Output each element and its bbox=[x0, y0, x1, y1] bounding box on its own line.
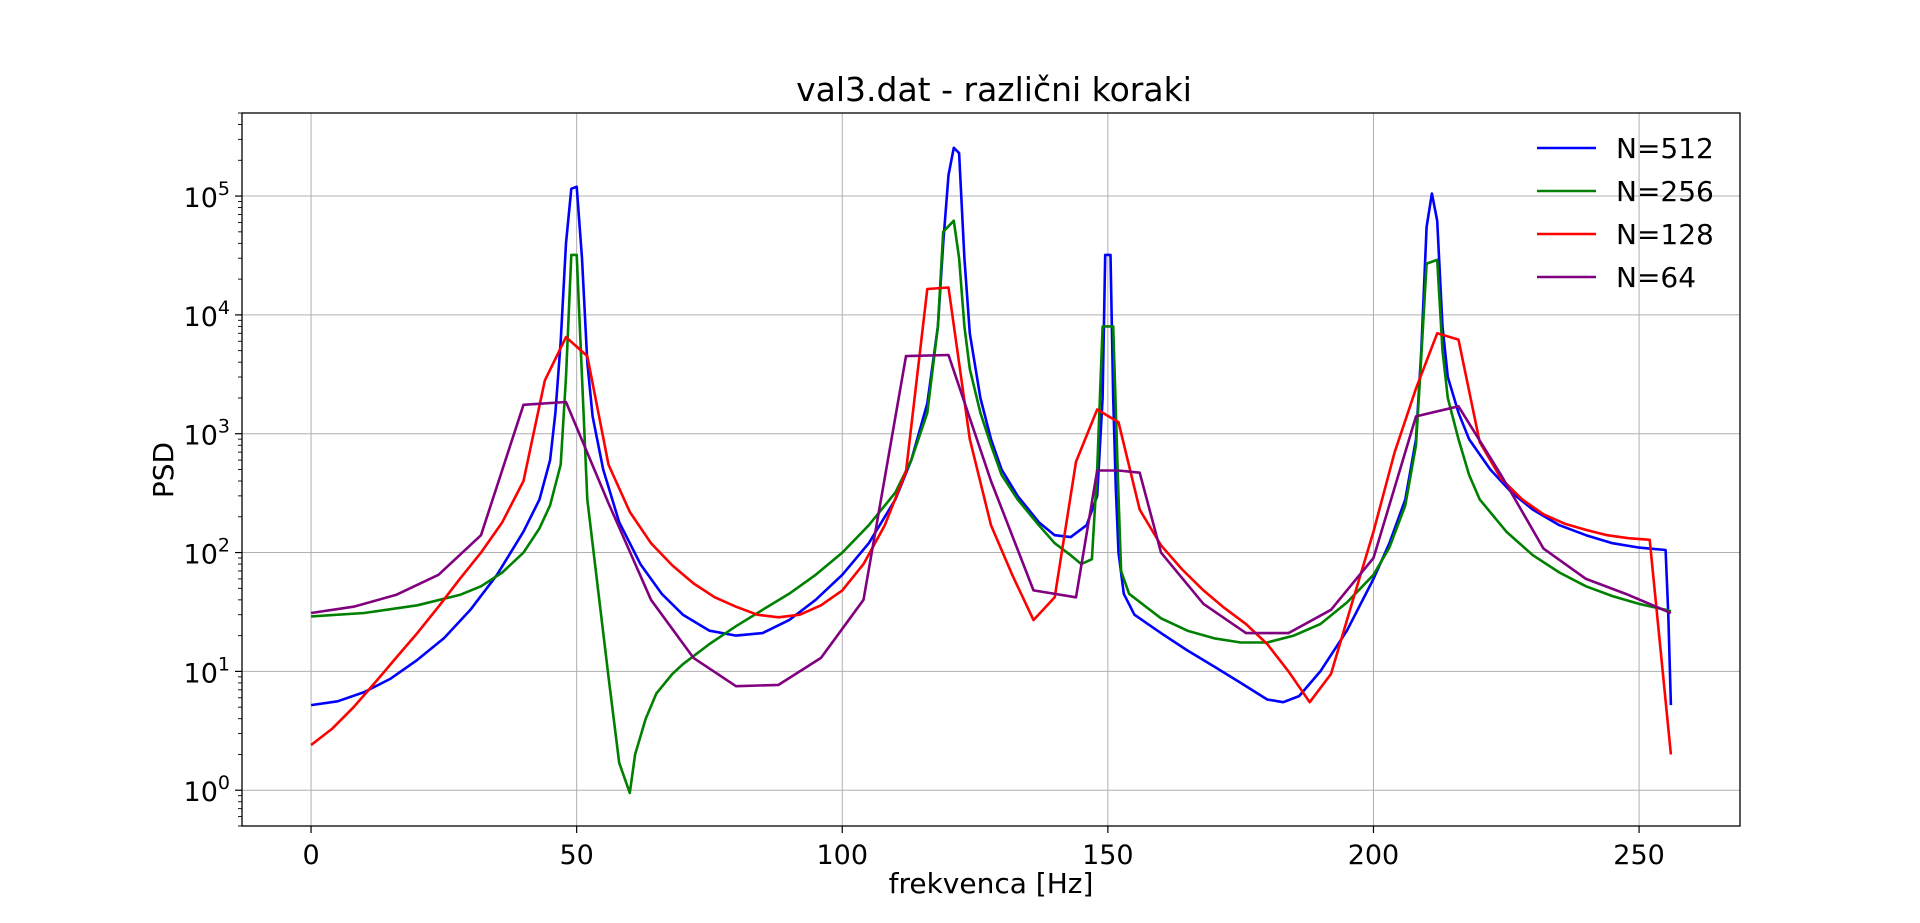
x-tick-label: 50 bbox=[559, 840, 593, 871]
series-line-n-256 bbox=[311, 219, 1672, 795]
x-tick-label: 100 bbox=[816, 840, 868, 871]
y-tick-label: 102 bbox=[184, 535, 230, 571]
y-axis-label: PSD bbox=[147, 442, 180, 498]
axis-ticks: 0 50 100 150 200 250 100 101 102 103 104 105 bbox=[184, 112, 1665, 871]
y-tick-label: 100 bbox=[184, 772, 230, 808]
y-tick-label: 103 bbox=[184, 416, 230, 452]
legend-label: N=512 bbox=[1616, 132, 1714, 165]
x-axis-label: frekvenca [Hz] bbox=[889, 867, 1094, 900]
x-tick-label: 200 bbox=[1348, 840, 1400, 871]
series-line-n-128 bbox=[310, 286, 1673, 755]
legend-label: N=64 bbox=[1616, 261, 1696, 294]
x-tick-label: 250 bbox=[1613, 840, 1665, 871]
x-tick-label: 150 bbox=[1082, 840, 1134, 871]
grid bbox=[242, 113, 1740, 826]
series-lines bbox=[310, 146, 1673, 795]
series-line-n-512 bbox=[310, 146, 1673, 707]
y-tick-label: 104 bbox=[184, 297, 230, 333]
legend-label: N=128 bbox=[1616, 218, 1714, 251]
series-line-n-64 bbox=[310, 353, 1672, 688]
legend-label: N=256 bbox=[1616, 175, 1714, 208]
chart-title: val3.dat - različni koraki bbox=[796, 70, 1192, 109]
y-tick-label: 101 bbox=[184, 653, 230, 689]
legend: N=512 N=256 N=128 N=64 bbox=[1537, 132, 1714, 294]
y-tick-label: 105 bbox=[184, 178, 230, 214]
x-tick-label: 0 bbox=[302, 840, 319, 871]
